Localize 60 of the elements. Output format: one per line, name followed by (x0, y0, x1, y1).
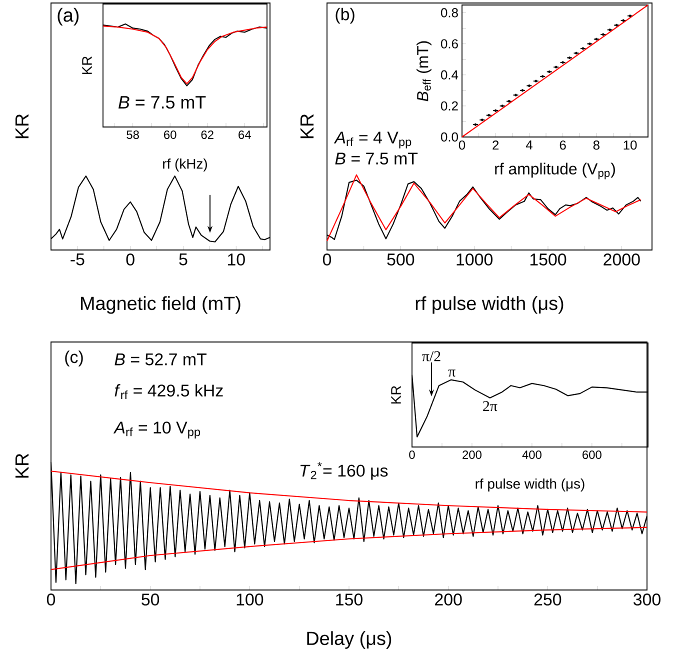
x-axis-title: rf pulse width (μs) (416, 296, 564, 314)
x-tick-label: 60 (164, 130, 176, 139)
x-axis-title: rf (kHz) (163, 158, 207, 172)
text: A$_{rf}$ = 4 V$_{pp}$ (334, 132, 412, 148)
x-axis-title: rf pulse width (μs) (476, 478, 584, 492)
x-tick-label: 1000 (456, 254, 493, 266)
x-tick-label: 300 (634, 594, 660, 606)
y-tick-label: 0.6 (440, 39, 458, 48)
y-axis-title: KR (82, 56, 92, 74)
x-tick-label: 0 (46, 594, 56, 606)
x-tick-label: 58 (126, 130, 139, 139)
annotation: T$_{2}$$^{*}$= 160 μs (300, 462, 388, 480)
x-tick-label: 100 (236, 594, 264, 606)
text: f$_{rf}$ = 429.5 kHz (114, 384, 223, 400)
x-tick-label: 0 (126, 254, 134, 266)
text: (b) (336, 8, 354, 24)
x-axis-title: rf amplitude (V$_{pp}$) (495, 162, 615, 180)
x-tick-label: 1500 (530, 254, 566, 266)
x-tick-label: 50 (142, 594, 160, 606)
y-tick-label: 0.4 (440, 70, 458, 80)
x-tick-label: 0 (409, 450, 415, 459)
y-tick-label: 0.2 (440, 101, 458, 111)
annotation: π/2 (422, 351, 440, 362)
x-tick-label: 250 (534, 594, 562, 606)
y-tick-label: 0.0 (440, 132, 458, 142)
y-axis-title: KR (15, 114, 29, 138)
y-axis-title: B$_{eff}$ (mT) (416, 41, 432, 102)
x-tick-label: 6 (560, 140, 566, 150)
text: B = 52.7 mT (114, 353, 206, 366)
text: (a) (58, 8, 79, 26)
x-tick-label: 5 (179, 254, 188, 266)
text: (c) (65, 350, 83, 366)
x-tick-label: 500 (387, 254, 414, 266)
x-tick-label: 10 (228, 254, 245, 266)
x-tick-label: 200 (435, 594, 462, 606)
y-axis-title: KR (300, 114, 314, 138)
y-axis-title: KR (15, 454, 29, 478)
annotation: B = 7.5 mT (118, 96, 206, 109)
x-tick-label: 2000 (604, 254, 640, 266)
annotation: 2π (483, 401, 498, 412)
x-tick-label: 10 (624, 140, 637, 150)
x-tick-label: 0 (458, 140, 466, 150)
x-tick-label: 8 (593, 140, 600, 150)
x-axis-title: Magnetic field (mT) (81, 296, 240, 314)
y-axis-title: KR (391, 386, 401, 404)
y-tick-label: 0.8 (440, 8, 458, 18)
x-tick-label: 150 (336, 594, 362, 606)
x-tick-label: 2 (492, 140, 499, 150)
text: A$_{rf}$ = 10 V$_{pp}$ (113, 422, 200, 438)
x-tick-label: 400 (522, 450, 542, 459)
x-tick-label: 600 (582, 450, 602, 459)
annotation: π (448, 370, 456, 377)
x-tick-label: 4 (526, 140, 532, 150)
x-tick-label: -5 (70, 254, 84, 266)
x-tick-label: 64 (238, 130, 251, 139)
x-tick-label: 200 (462, 450, 482, 459)
x-axis-title: Delay (μs) (307, 631, 392, 649)
x-tick-label: 0 (322, 254, 332, 266)
text: B = 7.5 mT (335, 152, 418, 165)
x-tick-label: 62 (201, 130, 214, 139)
